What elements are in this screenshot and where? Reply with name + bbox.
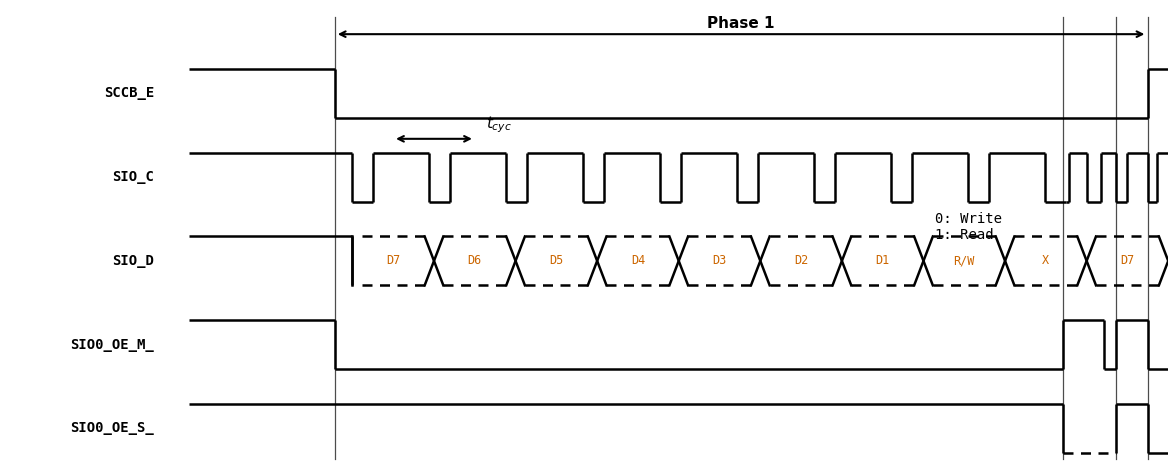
Text: D6: D6 — [467, 254, 482, 267]
Text: SCCB_E: SCCB_E — [104, 87, 155, 101]
Text: $t_{cyc}$: $t_{cyc}$ — [486, 115, 512, 135]
Text: Phase 1: Phase 1 — [707, 16, 775, 31]
Text: 0: Write
1: Read: 0: Write 1: Read — [936, 212, 1002, 242]
Text: D1: D1 — [876, 254, 890, 267]
Text: SIO0_OE_M_: SIO0_OE_M_ — [70, 338, 155, 352]
Text: D3: D3 — [712, 254, 727, 267]
Text: SIO0_OE_S_: SIO0_OE_S_ — [70, 421, 155, 435]
Text: D7: D7 — [1121, 254, 1135, 267]
Text: SIO_C: SIO_C — [112, 170, 155, 184]
Text: D7: D7 — [386, 254, 400, 267]
Text: D4: D4 — [631, 254, 645, 267]
Text: X: X — [1042, 254, 1049, 267]
Text: R/W: R/W — [953, 254, 975, 267]
Text: D5: D5 — [549, 254, 563, 267]
Text: D2: D2 — [794, 254, 808, 267]
Text: SIO_D: SIO_D — [112, 254, 155, 268]
